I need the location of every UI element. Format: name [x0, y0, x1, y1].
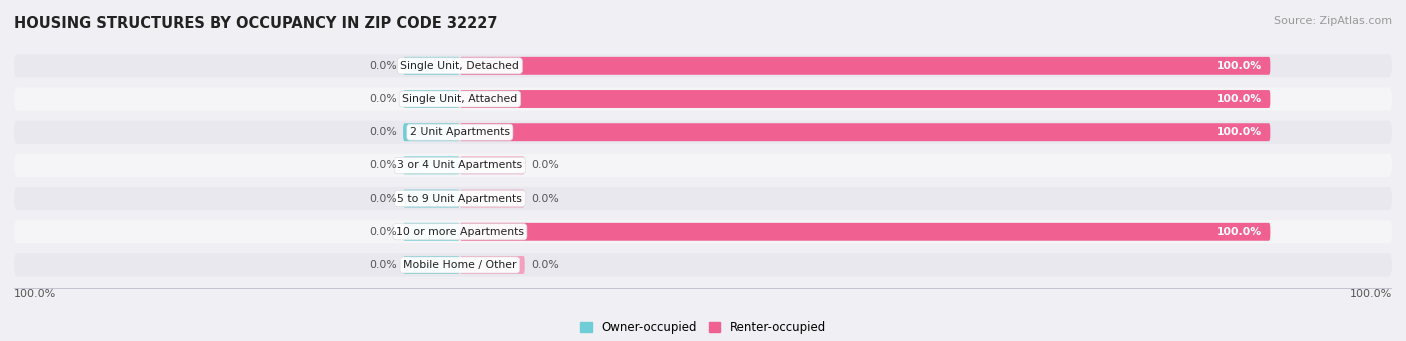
Text: 100.0%: 100.0% — [1218, 227, 1263, 237]
Text: 100.0%: 100.0% — [1218, 94, 1263, 104]
FancyBboxPatch shape — [404, 256, 460, 274]
FancyBboxPatch shape — [460, 190, 524, 208]
FancyBboxPatch shape — [460, 157, 524, 174]
Text: 10 or more Apartments: 10 or more Apartments — [396, 227, 524, 237]
FancyBboxPatch shape — [404, 90, 460, 108]
FancyBboxPatch shape — [14, 220, 1392, 243]
Text: 3 or 4 Unit Apartments: 3 or 4 Unit Apartments — [398, 160, 523, 170]
Text: 100.0%: 100.0% — [1218, 127, 1263, 137]
Text: 0.0%: 0.0% — [531, 160, 560, 170]
Text: Mobile Home / Other: Mobile Home / Other — [404, 260, 516, 270]
FancyBboxPatch shape — [14, 154, 1392, 177]
Text: HOUSING STRUCTURES BY OCCUPANCY IN ZIP CODE 32227: HOUSING STRUCTURES BY OCCUPANCY IN ZIP C… — [14, 16, 498, 31]
FancyBboxPatch shape — [460, 57, 1271, 75]
FancyBboxPatch shape — [460, 90, 1271, 108]
FancyBboxPatch shape — [14, 87, 1392, 110]
Text: 0.0%: 0.0% — [368, 160, 396, 170]
Text: 100.0%: 100.0% — [1350, 289, 1392, 299]
Text: Source: ZipAtlas.com: Source: ZipAtlas.com — [1274, 16, 1392, 26]
FancyBboxPatch shape — [404, 157, 460, 174]
Text: 0.0%: 0.0% — [368, 127, 396, 137]
Text: 0.0%: 0.0% — [368, 94, 396, 104]
Text: 2 Unit Apartments: 2 Unit Apartments — [409, 127, 510, 137]
FancyBboxPatch shape — [14, 121, 1392, 144]
Text: 0.0%: 0.0% — [368, 260, 396, 270]
FancyBboxPatch shape — [14, 253, 1392, 277]
Legend: Owner-occupied, Renter-occupied: Owner-occupied, Renter-occupied — [575, 316, 831, 339]
FancyBboxPatch shape — [460, 123, 1271, 141]
FancyBboxPatch shape — [14, 187, 1392, 210]
Text: 0.0%: 0.0% — [531, 194, 560, 204]
FancyBboxPatch shape — [460, 223, 1271, 241]
Text: 0.0%: 0.0% — [368, 61, 396, 71]
Text: 0.0%: 0.0% — [368, 227, 396, 237]
Text: 0.0%: 0.0% — [368, 194, 396, 204]
FancyBboxPatch shape — [404, 123, 460, 141]
FancyBboxPatch shape — [404, 57, 460, 75]
Text: 100.0%: 100.0% — [14, 289, 56, 299]
Text: 100.0%: 100.0% — [1218, 61, 1263, 71]
FancyBboxPatch shape — [404, 223, 460, 241]
Text: 0.0%: 0.0% — [531, 260, 560, 270]
Text: Single Unit, Attached: Single Unit, Attached — [402, 94, 517, 104]
FancyBboxPatch shape — [14, 54, 1392, 77]
FancyBboxPatch shape — [404, 190, 460, 208]
FancyBboxPatch shape — [460, 256, 524, 274]
Text: Single Unit, Detached: Single Unit, Detached — [401, 61, 519, 71]
Text: 5 to 9 Unit Apartments: 5 to 9 Unit Apartments — [398, 194, 522, 204]
